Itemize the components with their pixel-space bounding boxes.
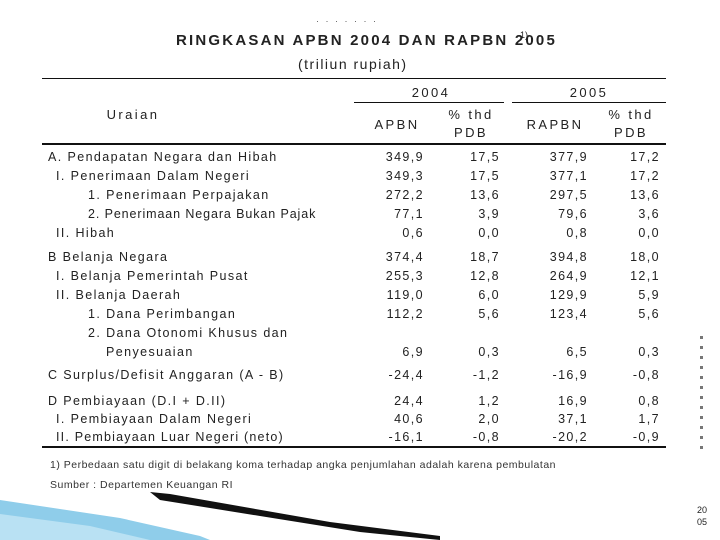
row-label: 2. Dana Otonomi Khusus dan bbox=[88, 326, 289, 340]
header-year-2004: 2004 bbox=[411, 85, 451, 100]
cell-apbn-2004: 374,4 bbox=[385, 250, 424, 264]
row-label: D Pembiayaan (D.I + D.II) bbox=[48, 394, 227, 408]
row-label: II. Hibah bbox=[56, 226, 116, 240]
cell-rapbn-2005: 37,1 bbox=[558, 412, 588, 426]
cell-rapbn-2005: 123,4 bbox=[549, 307, 588, 321]
table-bottom-rule bbox=[42, 446, 666, 448]
row-label: 1. Penerimaan Perpajakan bbox=[88, 188, 270, 202]
cell-apbn-2004: 119,0 bbox=[386, 288, 424, 302]
cell-pdb-2004: 1,2 bbox=[478, 394, 500, 408]
cell-apbn-2004: -16,1 bbox=[388, 430, 424, 444]
header-bottom-rule bbox=[42, 143, 666, 145]
cell-pdb-2005: -0,9 bbox=[632, 430, 660, 444]
cell-rapbn-2005: 394,8 bbox=[549, 250, 588, 264]
swoosh-dark-band bbox=[150, 492, 440, 540]
table-footnote: 1) Perbedaan satu digit di belakang koma… bbox=[50, 459, 556, 471]
cell-pdb-2005: 1,7 bbox=[638, 412, 660, 426]
heading-marks: · · · · · · · bbox=[316, 16, 378, 26]
cell-rapbn-2005: 297,5 bbox=[549, 188, 588, 202]
row-label: A. Pendapatan Negara dan Hibah bbox=[48, 150, 278, 164]
cell-apbn-2004: 24,4 bbox=[394, 394, 424, 408]
document-page: · · · · · · · RINGKASAN APBN 2004 DAN RA… bbox=[28, 10, 680, 496]
cell-pdb-2005: 0,8 bbox=[638, 394, 660, 408]
cell-apbn-2004: 349,3 bbox=[385, 169, 424, 183]
header-rapbn: RAPBN bbox=[526, 117, 584, 132]
cell-pdb-2004: 0,3 bbox=[478, 345, 500, 359]
cell-rapbn-2005: -16,9 bbox=[552, 368, 588, 382]
row-label: 2. Penerimaan Negara Bukan Pajak bbox=[88, 207, 317, 221]
cell-apbn-2004: 0,6 bbox=[402, 226, 424, 240]
year-rule-2004 bbox=[354, 102, 504, 103]
cell-apbn-2004: 349,9 bbox=[385, 150, 424, 164]
row-label: I. Belanja Pemerintah Pusat bbox=[56, 269, 249, 283]
table-top-rule bbox=[42, 78, 666, 79]
cell-pdb-2005: -0,8 bbox=[632, 368, 660, 382]
header-thd-pdb-2005-line1: % thd bbox=[608, 107, 654, 122]
cell-apbn-2004: 40,6 bbox=[394, 412, 424, 426]
header-uraian: Uraian bbox=[106, 107, 160, 122]
cell-pdb-2005: 0,0 bbox=[638, 226, 660, 240]
cell-pdb-2005: 0,3 bbox=[638, 345, 660, 359]
cell-rapbn-2005: 6,5 bbox=[566, 345, 588, 359]
cell-rapbn-2005: 129,9 bbox=[549, 288, 588, 302]
cell-pdb-2004: 2,0 bbox=[478, 412, 500, 426]
row-label: Penyesuaian bbox=[106, 345, 194, 359]
header-thd-pdb-2004-line2: PDB bbox=[454, 125, 488, 140]
document-subtitle: (triliun rupiah) bbox=[298, 56, 408, 72]
cell-rapbn-2005: 0,8 bbox=[566, 226, 588, 240]
swoosh-light-band-2 bbox=[0, 514, 150, 540]
cell-rapbn-2005: 377,1 bbox=[549, 169, 588, 183]
cell-pdb-2004: 12,8 bbox=[470, 269, 500, 283]
cell-pdb-2005: 3,6 bbox=[638, 207, 660, 221]
cell-pdb-2004: 17,5 bbox=[470, 169, 500, 183]
year-rule-2005 bbox=[512, 102, 666, 103]
cell-pdb-2004: 3,9 bbox=[478, 207, 500, 221]
cell-apbn-2004: 77,1 bbox=[394, 207, 424, 221]
cell-pdb-2004: -0,8 bbox=[472, 430, 500, 444]
cell-pdb-2005: 5,9 bbox=[638, 288, 660, 302]
cell-pdb-2004: 17,5 bbox=[470, 150, 500, 164]
row-label: I. Pembiayaan Dalam Negeri bbox=[56, 412, 253, 426]
document-title: RINGKASAN APBN 2004 DAN RAPBN 2005 bbox=[176, 32, 557, 49]
cell-rapbn-2005: 79,6 bbox=[558, 207, 588, 221]
cell-apbn-2004: 255,3 bbox=[385, 269, 424, 283]
cell-rapbn-2005: -20,2 bbox=[552, 430, 588, 444]
side-year-line1: 20 bbox=[696, 505, 707, 515]
cell-apbn-2004: -24,4 bbox=[388, 368, 424, 382]
row-label: I. Penerimaan Dalam Negeri bbox=[56, 169, 251, 183]
header-year-2005: 2005 bbox=[569, 85, 609, 100]
cell-pdb-2004: 13,6 bbox=[470, 188, 500, 202]
side-decoration bbox=[694, 336, 708, 501]
cell-rapbn-2005: 16,9 bbox=[558, 394, 588, 408]
cell-apbn-2004: 112,2 bbox=[386, 307, 424, 321]
header-thd-pdb-2004-line1: % thd bbox=[448, 107, 494, 122]
cell-pdb-2004: 5,6 bbox=[478, 307, 500, 321]
cell-rapbn-2005: 377,9 bbox=[549, 150, 588, 164]
row-label: 1. Dana Perimbangan bbox=[88, 307, 237, 321]
title-footnote-marker: 1) bbox=[520, 30, 529, 40]
cell-pdb-2005: 18,0 bbox=[630, 250, 660, 264]
cell-apbn-2004: 272,2 bbox=[385, 188, 424, 202]
cell-pdb-2005: 17,2 bbox=[630, 150, 660, 164]
row-label: C Surplus/Defisit Anggaran (A - B) bbox=[48, 368, 285, 382]
cell-pdb-2004: -1,2 bbox=[472, 368, 500, 382]
side-year-line2: 05 bbox=[696, 517, 707, 527]
header-thd-pdb-2005-line2: PDB bbox=[614, 125, 648, 140]
side-year: 20 05 bbox=[690, 504, 714, 528]
cell-rapbn-2005: 264,9 bbox=[549, 269, 588, 283]
cell-apbn-2004: 6,9 bbox=[402, 345, 424, 359]
cell-pdb-2005: 13,6 bbox=[630, 188, 660, 202]
cell-pdb-2004: 18,7 bbox=[470, 250, 500, 264]
source-note: Sumber : Departemen Keuangan RI bbox=[50, 479, 234, 491]
cell-pdb-2005: 17,2 bbox=[630, 169, 660, 183]
cell-pdb-2004: 0,0 bbox=[478, 226, 500, 240]
cell-pdb-2005: 12,1 bbox=[630, 269, 660, 283]
header-apbn: APBN bbox=[374, 117, 420, 132]
cell-pdb-2004: 6,0 bbox=[478, 288, 500, 302]
decorative-swoosh bbox=[0, 492, 440, 540]
cell-pdb-2005: 5,6 bbox=[638, 307, 660, 321]
row-label: II. Belanja Daerah bbox=[56, 288, 182, 302]
row-label: B Belanja Negara bbox=[48, 250, 169, 264]
row-label: II. Pembiayaan Luar Negeri (neto) bbox=[56, 430, 284, 444]
